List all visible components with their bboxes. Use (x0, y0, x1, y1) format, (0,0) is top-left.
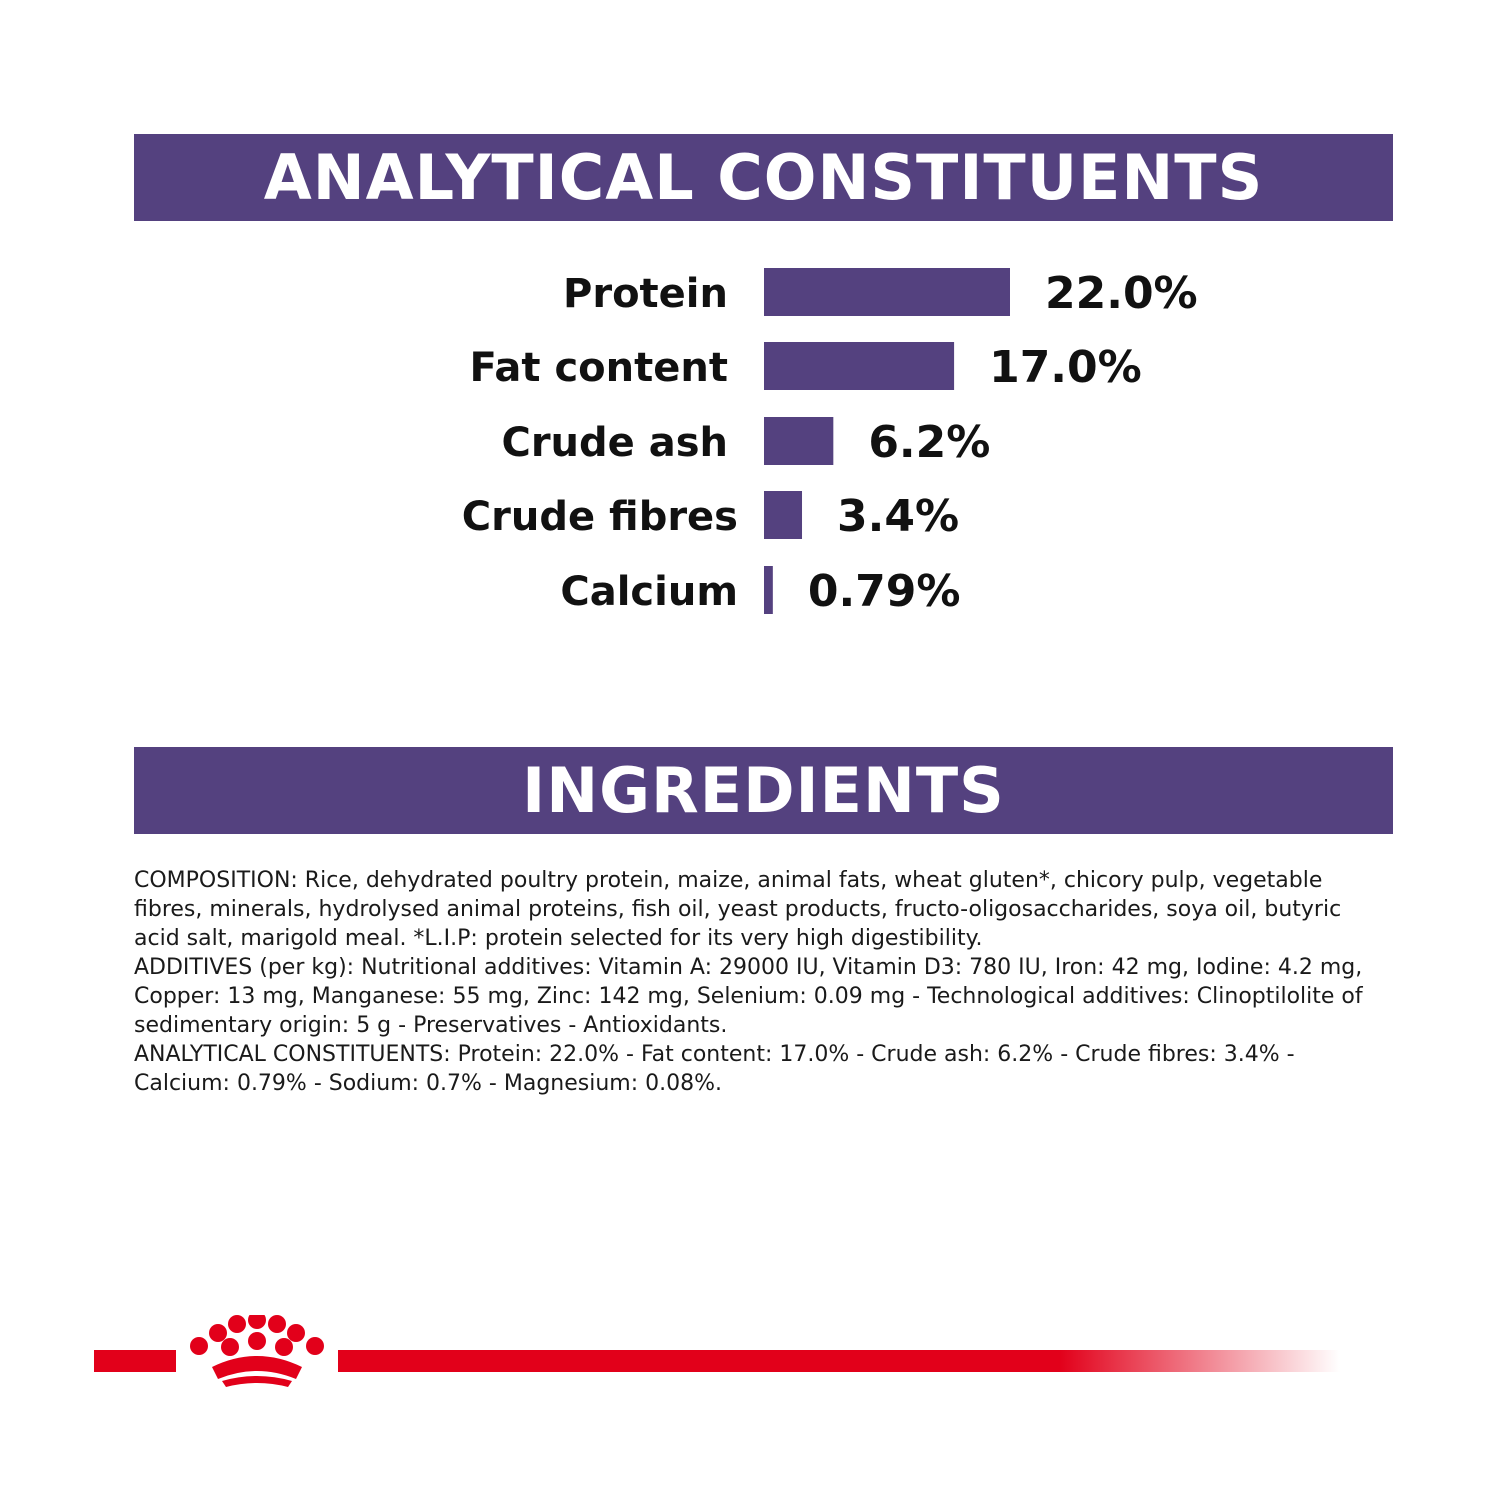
bar (764, 491, 803, 539)
footer-line-right (338, 1350, 1340, 1372)
analytical-constituents-title: ANALYTICAL CONSTITUENTS (263, 141, 1264, 214)
ingredients-text: COMPOSITION: Rice, dehydrated poultry pr… (134, 866, 1374, 1098)
value-label: 0.79% (808, 566, 961, 617)
bar (764, 566, 773, 614)
analytical-constituents-banner: ANALYTICAL CONSTITUENTS (134, 134, 1393, 221)
analytical-paragraph: ANALYTICAL CONSTITUENTS: Protein: 22.0% … (134, 1042, 1295, 1096)
category-label: Crude fibres (462, 494, 738, 540)
constituents-chart: Protein 22.0% Fat content 17.0% Crude ash 6.2… (462, 268, 1198, 617)
crown-paw-icon (190, 1315, 324, 1387)
category-label: Calcium (560, 569, 738, 615)
bar (764, 342, 955, 390)
category-label: Protein (563, 271, 728, 317)
category-label: Crude ash (501, 420, 728, 466)
footer-line-left (94, 1350, 176, 1372)
bar (764, 268, 1010, 316)
value-label: 6.2% (868, 417, 990, 468)
bar (764, 417, 834, 465)
category-label: Fat content (469, 345, 728, 391)
composition-paragraph: COMPOSITION: Rice, dehydrated poultry pr… (134, 868, 1342, 951)
value-label: 17.0% (989, 342, 1142, 393)
ingredients-banner: INGREDIENTS (134, 747, 1393, 834)
ingredients-title: INGREDIENTS (522, 754, 1005, 827)
value-label: 22.0% (1045, 268, 1198, 319)
additives-paragraph: ADDITIVES (per kg): Nutritional additive… (134, 955, 1363, 1038)
value-label: 3.4% (837, 491, 959, 542)
brand-footer (94, 1315, 1340, 1387)
